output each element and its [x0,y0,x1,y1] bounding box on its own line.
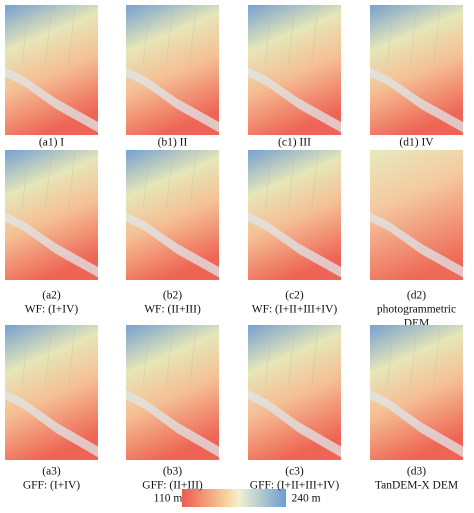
field-line [142,153,150,209]
river-band [126,67,219,133]
river-band [5,212,98,278]
dem-image [370,325,463,460]
panel-caption: (d2) [407,290,426,302]
panel-caption: (d3) [407,466,426,478]
river-band [248,389,341,458]
colorbar [182,489,286,507]
field-line [264,153,272,209]
field-line [142,328,150,386]
field-line [386,8,394,64]
field-line [166,328,173,386]
field-line [288,153,295,209]
panel-caption: (d1) IV [399,137,434,149]
field-line [433,328,441,386]
panel-caption: photogrammetric [377,304,456,316]
field-line [410,8,417,64]
panel-caption: (c1) III [278,137,311,149]
panel-caption: (b3) [163,466,182,478]
field-line [311,8,319,64]
dem-image [5,325,98,460]
panel-caption: TanDEM-X DEM [375,480,458,492]
river-band [126,389,219,458]
field-line [386,328,394,386]
field-line [166,8,173,64]
panel-caption: WF: (II+III) [144,304,201,316]
field-line [68,8,76,64]
field-line [288,8,295,64]
panel-caption: (c3) [285,466,304,478]
field-line [45,8,52,64]
river-band [248,67,341,133]
river-band [5,389,98,458]
field-line [21,328,29,386]
field-line [311,328,319,386]
panel-caption: GFF: (II+III) [142,480,203,492]
field-line [264,328,272,386]
field-line [189,328,197,386]
panel-caption: GFF: (I+IV) [23,480,80,492]
dem-image [126,325,219,460]
colorbar-max-label: 240 m [291,493,320,505]
field-line [410,328,417,386]
field-line [45,153,52,209]
panel-caption: WF: (I+II+III+IV) [252,304,338,316]
colorbar-min-label: 110 m [154,493,183,505]
panel-caption: (b1) II [158,137,188,149]
field-line [433,8,441,64]
field-line [288,328,295,386]
field-line [189,153,197,209]
river-band [126,212,219,278]
river-band [370,389,463,458]
panel-caption: (a3) [42,466,61,478]
field-line [311,153,319,209]
river-band [248,212,341,278]
field-line [166,153,173,209]
panel-caption: (a2) [42,290,61,302]
field-line [68,328,76,386]
field-line [68,153,76,209]
panel-caption: (b2) [163,290,182,302]
field-line [189,8,197,64]
river-band [370,67,463,133]
field-line [264,8,272,64]
field-line [21,153,29,209]
field-line [21,8,29,64]
panel-caption: WF: (I+IV) [25,304,79,316]
field-line [45,328,52,386]
panel-caption: GFF: (I+II+III+IV) [250,480,340,492]
dem-image [248,325,341,460]
panel-caption: (a1) I [39,137,64,149]
river-band [370,212,463,278]
field-line [142,8,150,64]
panel-caption: (c2) [285,290,304,302]
river-band [5,67,98,133]
